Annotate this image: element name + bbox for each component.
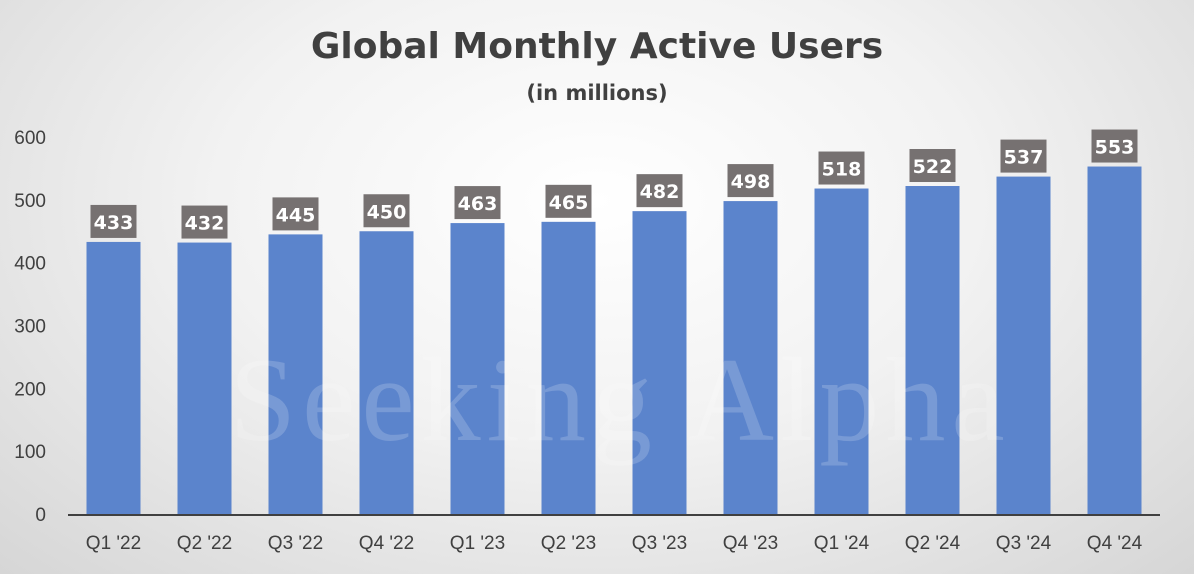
data-label: 553 — [1095, 137, 1135, 159]
y-tick-label: 0 — [35, 505, 46, 526]
bar — [86, 241, 141, 514]
y-tick-label: 500 — [14, 191, 46, 212]
bar — [814, 188, 869, 515]
data-label: 432 — [185, 213, 225, 235]
x-tick-label: Q2 '23 — [541, 533, 596, 554]
data-label-box — [727, 164, 774, 198]
data-label-box — [1091, 129, 1138, 163]
data-label-box — [181, 205, 228, 239]
x-tick-label: Q3 '22 — [268, 533, 323, 554]
data-label: 518 — [822, 159, 862, 181]
y-tick-label: 600 — [14, 128, 46, 149]
data-label-box — [909, 149, 956, 183]
x-tick-label: Q4 '24 — [1087, 533, 1143, 554]
data-label-box — [90, 204, 137, 238]
bar — [1087, 166, 1142, 514]
data-label: 445 — [276, 204, 316, 226]
data-label-box — [818, 151, 865, 185]
data-label-box — [454, 186, 501, 220]
data-label-box — [1000, 139, 1047, 173]
x-tick-label: Q2 '22 — [177, 533, 232, 554]
y-axis-ticks: 0 100 200 300 400 500 600 — [14, 128, 46, 526]
value-labels-group: 433 432 445 450 463 465 482 498 518 522 537 553 — [90, 129, 1138, 239]
bar — [632, 211, 687, 515]
x-tick-label: Q4 '22 — [359, 533, 414, 554]
data-label-box — [272, 197, 319, 231]
bar — [723, 201, 778, 514]
bar — [541, 221, 596, 514]
x-tick-label: Q2 '24 — [905, 533, 961, 554]
data-label-box — [363, 194, 410, 228]
data-label-box — [636, 174, 683, 208]
y-tick-label: 400 — [14, 254, 46, 275]
y-tick-label: 300 — [14, 317, 46, 338]
bar — [177, 242, 232, 514]
y-tick-label: 200 — [14, 379, 46, 400]
bar — [268, 234, 323, 514]
bar — [905, 186, 960, 514]
bar — [450, 223, 505, 514]
bars-group — [86, 166, 1142, 515]
data-label: 463 — [458, 193, 498, 215]
data-label: 433 — [94, 212, 134, 234]
watermark-text: Seeking Alpha — [229, 333, 1010, 466]
data-label-box — [545, 184, 592, 218]
data-label: 482 — [640, 181, 680, 203]
data-label: 537 — [1004, 147, 1044, 169]
x-tick-label: Q1 '24 — [814, 533, 870, 554]
y-tick-label: 100 — [14, 442, 46, 463]
data-label: 522 — [913, 156, 953, 178]
bar — [359, 231, 414, 514]
bar — [996, 176, 1051, 514]
data-label: 498 — [731, 171, 771, 193]
x-tick-label: Q1 '23 — [450, 533, 505, 554]
x-tick-label: Q1 '22 — [86, 533, 141, 554]
x-tick-label: Q4 '23 — [723, 533, 778, 554]
chart-subtitle: (in millions) — [526, 81, 667, 105]
x-tick-label: Q3 '24 — [996, 533, 1052, 554]
x-axis-ticks: Q1 '22 Q2 '22 Q3 '22 Q4 '22 Q1 '23 Q2 '23 Q3 '… — [86, 533, 1143, 554]
chart-title: Global Monthly Active Users — [311, 26, 883, 67]
data-label: 450 — [367, 201, 407, 223]
data-label: 465 — [549, 192, 589, 214]
x-tick-label: Q3 '23 — [632, 533, 687, 554]
